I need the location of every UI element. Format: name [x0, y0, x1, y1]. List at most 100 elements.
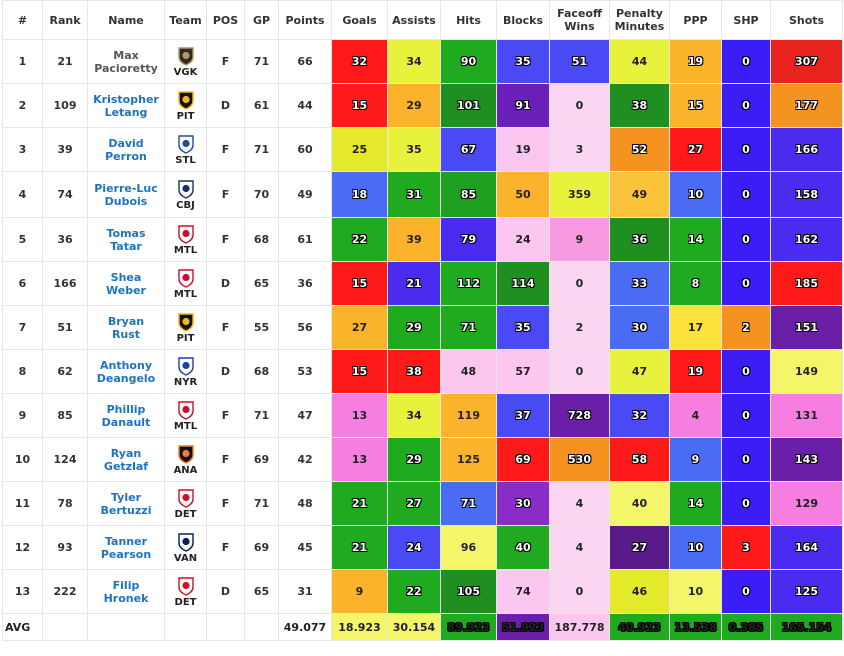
- stat-blocks: 19: [496, 127, 550, 172]
- col-header-pos[interactable]: POS: [206, 0, 245, 40]
- player-last-name[interactable]: Pacioretty: [94, 61, 158, 75]
- player-row[interactable]: 1 21 Max Pacioretty VGK F 71 66 32 34 90 35 51 44 19 0 3…: [2, 39, 843, 84]
- player-first-name[interactable]: Pierre-Luc: [94, 181, 158, 195]
- player-last-name[interactable]: Getzlaf: [103, 459, 149, 473]
- player-first-name[interactable]: Tyler: [110, 490, 142, 504]
- col-header-num[interactable]: #: [2, 0, 43, 40]
- stat-assists: 39: [387, 217, 441, 262]
- stat-assists: 21: [387, 261, 441, 306]
- player-first-name[interactable]: Tanner: [104, 534, 148, 548]
- col-header-shp[interactable]: SHP: [721, 0, 771, 40]
- col-header-shots[interactable]: Shots: [770, 0, 843, 40]
- games-played: 71: [244, 127, 279, 172]
- col-header-faceoff-wins[interactable]: Faceoff Wins: [549, 0, 610, 40]
- games-played: 55: [244, 305, 279, 350]
- col-header-points[interactable]: Points: [278, 0, 332, 40]
- player-name-cell[interactable]: Bryan Rust: [87, 305, 165, 350]
- col-header-team[interactable]: Team: [164, 0, 207, 40]
- player-name-cell[interactable]: Anthony Deangelo: [87, 349, 165, 394]
- stat-penalty-minutes: 36: [609, 217, 670, 262]
- col-header-hits[interactable]: Hits: [440, 0, 497, 40]
- player-row[interactable]: 12 93 Tanner Pearson VAN F 69 45 21 24 96 40 4 27 10 3 1…: [2, 525, 843, 570]
- stat-hits: 79: [440, 217, 497, 262]
- stat-penalty-minutes: 47: [609, 349, 670, 394]
- stat-blocks: 24: [496, 217, 550, 262]
- col-header-assists[interactable]: Assists: [387, 0, 441, 40]
- stat-hits: 71: [440, 305, 497, 350]
- team-abbr: ANA: [173, 464, 198, 476]
- player-first-name[interactable]: Kristopher: [93, 92, 159, 106]
- row-number: 5: [2, 217, 43, 262]
- stat-hits: 112: [440, 261, 497, 306]
- col-header-gp[interactable]: GP: [244, 0, 279, 40]
- player-name-cell[interactable]: Kristopher Letang: [87, 83, 165, 128]
- stat-shots: 131: [770, 393, 843, 438]
- player-row[interactable]: 7 51 Bryan Rust PIT F 55 56 27 29 71 35 2 30 17 2 151: [2, 305, 843, 350]
- player-row[interactable]: 10 124 Ryan Getzlaf ANA F 69 42 13 29 125 69 530 58 9 0…: [2, 437, 843, 482]
- games-played: 71: [244, 393, 279, 438]
- player-row[interactable]: 3 39 David Perron STL F 71 60 25 35 67 19 3 52 27 0 166: [2, 127, 843, 172]
- player-last-name[interactable]: Danault: [101, 415, 151, 429]
- player-name-cell[interactable]: Tomas Tatar: [87, 217, 165, 262]
- team-cell: MTL: [164, 261, 207, 306]
- player-first-name[interactable]: Ryan: [110, 446, 142, 460]
- stat-faceoff-wins: 4: [549, 481, 610, 526]
- player-last-name[interactable]: Letang: [104, 105, 148, 119]
- player-row[interactable]: 8 62 Anthony Deangelo NYR D 68 53 15 38 48 57 0 47 19 0…: [2, 349, 843, 394]
- player-name-cell[interactable]: David Perron: [87, 127, 165, 172]
- player-row[interactable]: 6 166 Shea Weber MTL D 65 36 15 21 112 114 0 33 8 0 185: [2, 261, 843, 306]
- player-name-cell[interactable]: Max Pacioretty: [87, 39, 165, 84]
- stat-shp: 3: [721, 525, 771, 570]
- player-last-name[interactable]: Hronek: [103, 591, 149, 605]
- stat-ppp: 9: [669, 437, 722, 482]
- stat-penalty-minutes: 44: [609, 39, 670, 84]
- player-first-name[interactable]: Anthony: [100, 358, 152, 372]
- player-last-name[interactable]: Weber: [106, 283, 146, 297]
- col-header-ppp[interactable]: PPP: [669, 0, 722, 40]
- col-header-penalty-minutes[interactable]: Penalty Minutes: [609, 0, 670, 40]
- stat-faceoff-wins: 0: [549, 261, 610, 306]
- player-name-cell[interactable]: Phillip Danault: [87, 393, 165, 438]
- stat-goals: 15: [331, 349, 388, 394]
- player-row[interactable]: 4 74 Pierre-Luc Dubois CBJ F 70 49 18 31 85 50 359 49…: [2, 171, 843, 218]
- player-name-cell[interactable]: Ryan Getzlaf: [87, 437, 165, 482]
- player-row[interactable]: 5 36 Tomas Tatar MTL F 68 61 22 39 79 24 9 36 14 0 162: [2, 217, 843, 262]
- player-name-cell[interactable]: Tyler Bertuzzi: [87, 481, 165, 526]
- stat-goals: 21: [331, 481, 388, 526]
- stat-faceoff-wins: 359: [549, 171, 610, 218]
- player-last-name[interactable]: Perron: [105, 149, 147, 163]
- player-name-cell[interactable]: Shea Weber: [87, 261, 165, 306]
- player-rank: 109: [42, 83, 88, 128]
- player-last-name[interactable]: Deangelo: [96, 371, 156, 385]
- player-first-name[interactable]: Tomas: [106, 226, 146, 240]
- player-first-name[interactable]: Bryan: [107, 314, 145, 328]
- player-name-cell[interactable]: Tanner Pearson: [87, 525, 165, 570]
- col-header-rank[interactable]: Rank: [42, 0, 88, 40]
- stat-hits: 125: [440, 437, 497, 482]
- stat-shp: 2: [721, 305, 771, 350]
- player-first-name[interactable]: Shea: [110, 270, 142, 284]
- player-name-cell[interactable]: Pierre-Luc Dubois: [87, 171, 165, 218]
- player-row[interactable]: 11 78 Tyler Bertuzzi DET F 71 48 21 27 71 30 4 40 14 0 1…: [2, 481, 843, 526]
- player-first-name[interactable]: Phillip: [106, 402, 146, 416]
- player-row[interactable]: 9 85 Phillip Danault MTL F 71 47 13 34 119 37 728 32 4…: [2, 393, 843, 438]
- col-header-goals[interactable]: Goals: [331, 0, 388, 40]
- player-first-name[interactable]: Filip: [112, 578, 140, 592]
- col-header-blocks[interactable]: Blocks: [496, 0, 550, 40]
- player-last-name[interactable]: Bertuzzi: [100, 503, 152, 517]
- player-row[interactable]: 13 222 Filip Hronek DET D 65 31 9 22 105 74 0 46 10 0 12…: [2, 569, 843, 614]
- player-first-name[interactable]: David: [108, 136, 144, 150]
- games-played: 68: [244, 349, 279, 394]
- player-row[interactable]: 2 109 Kristopher Letang PIT D 61 44 15 29 101 91 0 38…: [2, 83, 843, 128]
- mtl-logo-icon: [167, 224, 204, 244]
- player-first-name[interactable]: Max: [113, 48, 139, 62]
- player-last-name[interactable]: Rust: [111, 327, 141, 341]
- player-last-name[interactable]: Tatar: [110, 239, 142, 253]
- player-last-name[interactable]: Pearson: [100, 547, 152, 561]
- col-header-name[interactable]: Name: [87, 0, 165, 40]
- player-name-cell[interactable]: Filip Hronek: [87, 569, 165, 614]
- stat-hits: 90: [440, 39, 497, 84]
- player-last-name[interactable]: Dubois: [104, 194, 148, 208]
- stat-hits: 96: [440, 525, 497, 570]
- team-abbr: MTL: [173, 288, 198, 300]
